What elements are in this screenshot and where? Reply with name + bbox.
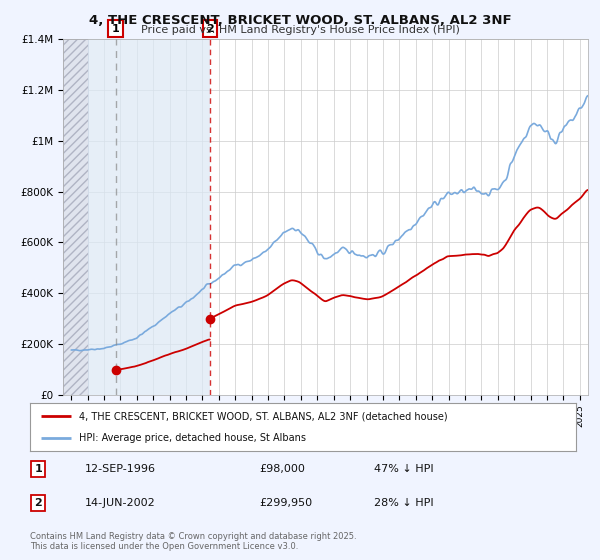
Text: 4, THE CRESCENT, BRICKET WOOD, ST. ALBANS, AL2 3NF: 4, THE CRESCENT, BRICKET WOOD, ST. ALBAN… bbox=[89, 14, 511, 27]
Text: HPI: Average price, detached house, St Albans: HPI: Average price, detached house, St A… bbox=[79, 433, 306, 443]
Text: £98,000: £98,000 bbox=[259, 464, 305, 474]
Bar bbox=[63, 39, 88, 395]
Text: 1: 1 bbox=[112, 24, 119, 34]
Text: 4, THE CRESCENT, BRICKET WOOD, ST. ALBANS, AL2 3NF (detached house): 4, THE CRESCENT, BRICKET WOOD, ST. ALBAN… bbox=[79, 411, 448, 421]
Text: Price paid vs. HM Land Registry's House Price Index (HPI): Price paid vs. HM Land Registry's House … bbox=[140, 25, 460, 35]
Text: 1: 1 bbox=[34, 464, 42, 474]
Text: 2: 2 bbox=[34, 498, 42, 508]
Text: £299,950: £299,950 bbox=[259, 498, 313, 508]
Text: 47% ↓ HPI: 47% ↓ HPI bbox=[374, 464, 434, 474]
Text: 2: 2 bbox=[206, 24, 214, 34]
Text: 28% ↓ HPI: 28% ↓ HPI bbox=[374, 498, 434, 508]
Bar bbox=[88, 39, 210, 395]
Text: 14-JUN-2002: 14-JUN-2002 bbox=[85, 498, 155, 508]
Text: 12-SEP-1996: 12-SEP-1996 bbox=[85, 464, 155, 474]
Text: Contains HM Land Registry data © Crown copyright and database right 2025.
This d: Contains HM Land Registry data © Crown c… bbox=[30, 532, 356, 552]
